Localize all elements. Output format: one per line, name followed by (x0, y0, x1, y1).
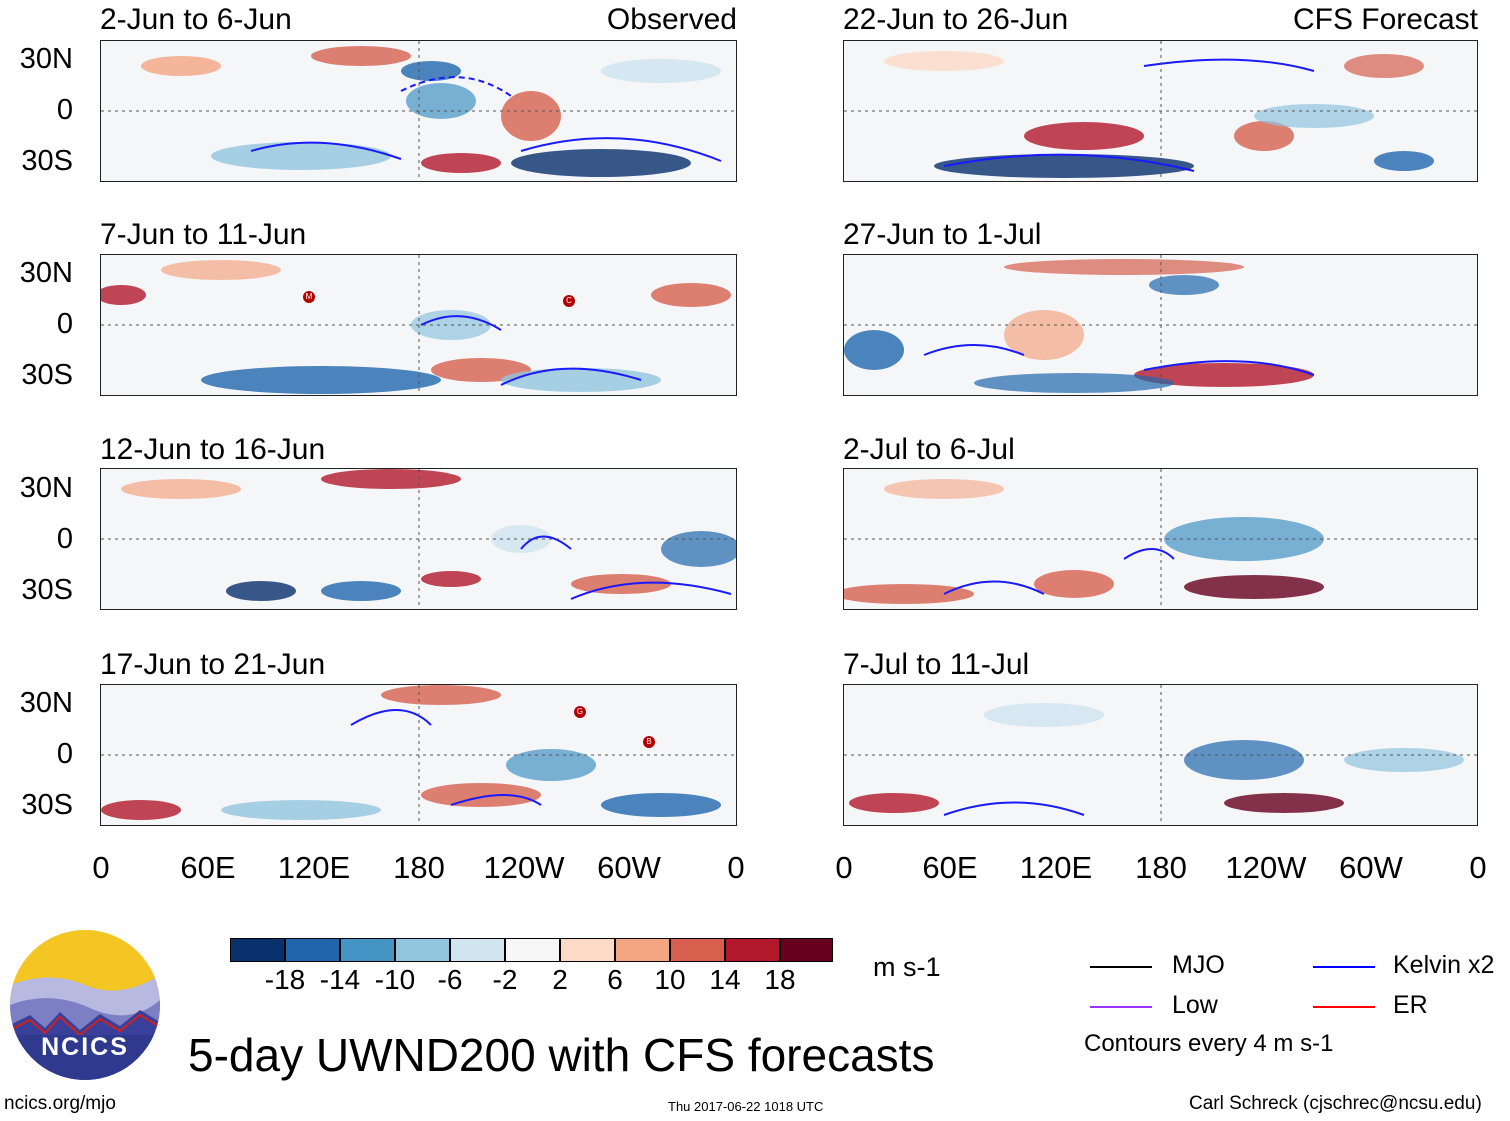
colorbar-label: 2 (552, 964, 568, 995)
legend-swatch-er (1313, 1006, 1375, 1008)
map-panel (843, 684, 1478, 826)
lat-tick: 30S (21, 145, 73, 177)
colorbar-swatch (780, 938, 833, 962)
colorbar-swatch (505, 938, 560, 962)
colorbar-label: -2 (492, 964, 518, 995)
legend-label: MJO (1172, 951, 1225, 979)
colorbar-label: 14 (709, 964, 741, 995)
lat-tick: 30N (19, 43, 73, 75)
legend-label: Low (1172, 991, 1218, 1019)
lon-tick: 0 (727, 850, 745, 885)
storm-marker: B (643, 736, 655, 748)
contour-note: Contours every 4 m s-1 (1084, 1030, 1334, 1057)
lat-tick: 0 (56, 308, 73, 340)
lon-tick: 60W (1339, 850, 1403, 885)
colorbar-swatch (230, 938, 285, 962)
map-panel: M C (100, 254, 737, 396)
lon-tick: 0 (1469, 850, 1487, 885)
lon-tick: 60E (922, 850, 978, 885)
legend-label: ER (1393, 991, 1428, 1019)
footer-link[interactable]: ncics.org/mjo (4, 1093, 116, 1114)
legend-label: Kelvin x2 (1393, 951, 1495, 979)
footer-timestamp: Thu 2017-06-22 1018 UTC (668, 1099, 824, 1114)
map-panel (100, 468, 737, 610)
lon-tick: 60W (597, 850, 661, 885)
panel-title: 17-Jun to 21-Jun (100, 648, 326, 681)
lat-tick: 0 (56, 738, 73, 770)
lat-tick: 30S (21, 789, 73, 821)
colorbar-label: -10 (374, 964, 416, 995)
lon-tick: 180 (393, 850, 445, 885)
colorbar-units: m s-1 (873, 952, 941, 982)
colorbar-label: -18 (264, 964, 306, 995)
colorbar-swatch (340, 938, 395, 962)
colorbar-swatch (670, 938, 725, 962)
storm-marker: C (563, 295, 575, 307)
map-panel (843, 40, 1478, 182)
ncics-logo: NCICS (10, 930, 160, 1080)
lat-tick: 30S (21, 359, 73, 391)
lat-tick: 30N (19, 257, 73, 289)
map-svg (101, 685, 736, 825)
colorbar-label: -6 (437, 964, 463, 995)
main-title: 5-day UWND200 with CFS forecasts (188, 1029, 935, 1081)
logo-text: NCICS (41, 1033, 129, 1061)
colorbar-swatch (725, 938, 780, 962)
footer-author: Carl Schreck (cjschrec@ncsu.edu) (1189, 1093, 1482, 1114)
map-svg (101, 255, 736, 395)
colorbar-swatch (395, 938, 450, 962)
lon-tick: 0 (92, 850, 110, 885)
lon-tick: 60E (180, 850, 236, 885)
lon-tick: 120W (1225, 850, 1307, 885)
lon-tick: 0 (835, 850, 853, 885)
colorbar-label: 6 (607, 964, 623, 995)
colorbar-label: 18 (764, 964, 796, 995)
storm-marker: G (574, 706, 586, 718)
legend-swatch-low (1090, 1006, 1152, 1008)
panel-label-forecast: CFS Forecast (1292, 3, 1478, 36)
lat-tick: 30N (19, 687, 73, 719)
lon-tick: 120E (1019, 850, 1093, 885)
map-svg (844, 41, 1477, 181)
storm-marker: M (303, 291, 315, 303)
legend-swatch-kelvin (1313, 966, 1375, 968)
panel-label-observed: Observed (606, 3, 737, 36)
map-panel (100, 40, 737, 182)
panel-title: 7-Jul to 11-Jul (843, 648, 1030, 681)
colorbar-swatch (615, 938, 670, 962)
lon-tick: 120W (483, 850, 565, 885)
panel-title: 27-Jun to 1-Jul (843, 218, 1042, 251)
panel-title: 2-Jul to 6-Jul (843, 433, 1015, 466)
lon-tick: 180 (1135, 850, 1187, 885)
colorbar-swatch (560, 938, 615, 962)
map-svg (101, 41, 736, 181)
map-panel (843, 254, 1478, 396)
colorbar-swatch (285, 938, 340, 962)
panel-title: 22-Jun to 26-Jun (843, 3, 1069, 36)
map-panel: G B (100, 684, 737, 826)
panel-title: 7-Jun to 11-Jun (100, 218, 307, 251)
lat-tick: 30N (19, 472, 73, 504)
lon-tick: 120E (277, 850, 351, 885)
panel-title: 2-Jun to 6-Jun (100, 3, 292, 36)
colorbar-label: 10 (654, 964, 686, 995)
colorbar-swatch (450, 938, 505, 962)
map-svg (844, 255, 1477, 395)
map-svg (101, 469, 736, 609)
logo-art (10, 930, 160, 1080)
lat-tick: 0 (56, 523, 73, 555)
lat-tick: 0 (56, 94, 73, 126)
map-panel (843, 468, 1478, 610)
map-svg (844, 685, 1477, 825)
map-svg (844, 469, 1477, 609)
panel-title: 12-Jun to 16-Jun (100, 433, 326, 466)
lat-tick: 30S (21, 574, 73, 606)
colorbar-label: -14 (319, 964, 361, 995)
legend-swatch-mjo (1090, 966, 1152, 968)
